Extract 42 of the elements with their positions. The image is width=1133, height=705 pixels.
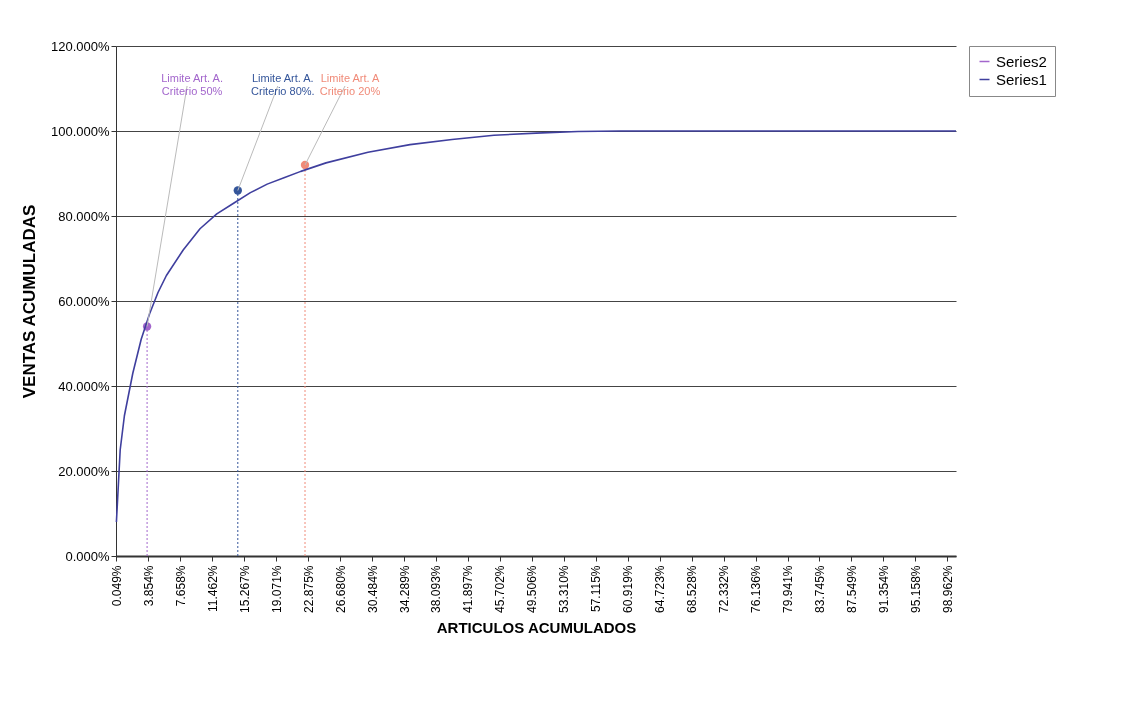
x-tick-label: 22.875% xyxy=(301,565,316,613)
x-tick-label: 91.354% xyxy=(876,565,891,613)
x-axis-title: ARTICULOS ACUMULADOS xyxy=(436,618,637,636)
x-tick-label: 57.115% xyxy=(589,565,604,612)
legend-label: Series1 xyxy=(996,70,1047,88)
x-tick-label: 41.897% xyxy=(461,565,476,613)
x-tick-label: 3.854% xyxy=(141,565,156,607)
line-series xyxy=(115,130,957,523)
x-tick-label: 87.549% xyxy=(844,565,859,613)
x-tick-label: 30.484% xyxy=(365,565,380,613)
x-tick-label: 19.071% xyxy=(269,565,284,613)
y-tick-label: 0.000% xyxy=(65,548,110,564)
x-tick-label: 7.658% xyxy=(173,565,188,607)
x-tick-label: 15.267% xyxy=(237,565,252,613)
x-tick-label: 76.136% xyxy=(749,565,764,613)
annotation: Limite Art. A Criterio 20% xyxy=(319,72,381,97)
x-tick-label: 68.528% xyxy=(685,565,700,613)
x-tick-label: 38.093% xyxy=(429,565,444,613)
x-tick-label: 53.310% xyxy=(557,565,572,613)
x-tick-label: 98.962% xyxy=(940,565,955,613)
y-axis-title: VENTAS ACUMULADAS xyxy=(19,204,39,399)
y-tick-label: 100.000% xyxy=(50,123,110,139)
x-tick-label: 95.158% xyxy=(908,565,923,613)
x-tick-label: 34.289% xyxy=(397,565,412,613)
y-tick-label: 60.000% xyxy=(58,293,110,309)
annotation: Limite Art. A. Criterio 50% xyxy=(161,72,223,97)
y-tick-label: 80.000% xyxy=(58,208,110,224)
x-tick-label: 11.462% xyxy=(205,565,220,612)
x-tick-label: 49.506% xyxy=(525,565,540,613)
y-tick-label: 20.000% xyxy=(58,463,110,479)
x-tick-label: 26.680% xyxy=(333,565,348,613)
x-tick-label: 83.745% xyxy=(812,565,827,613)
annotation: Limite Art. A. Criterio 80%. xyxy=(251,72,315,97)
x-tick-label: 72.332% xyxy=(717,565,732,613)
x-tick-label: 79.941% xyxy=(781,565,795,613)
x-tick-label: 0.049% xyxy=(109,565,124,607)
x-tick-label: 60.919% xyxy=(621,565,636,613)
x-tick-label: 45.702% xyxy=(493,565,508,613)
y-tick-label: 120.000% xyxy=(50,38,110,54)
legend-label: Series2 xyxy=(996,52,1047,70)
y-tick-label: 40.000% xyxy=(58,378,110,394)
x-tick-label: 64.723% xyxy=(653,565,668,613)
